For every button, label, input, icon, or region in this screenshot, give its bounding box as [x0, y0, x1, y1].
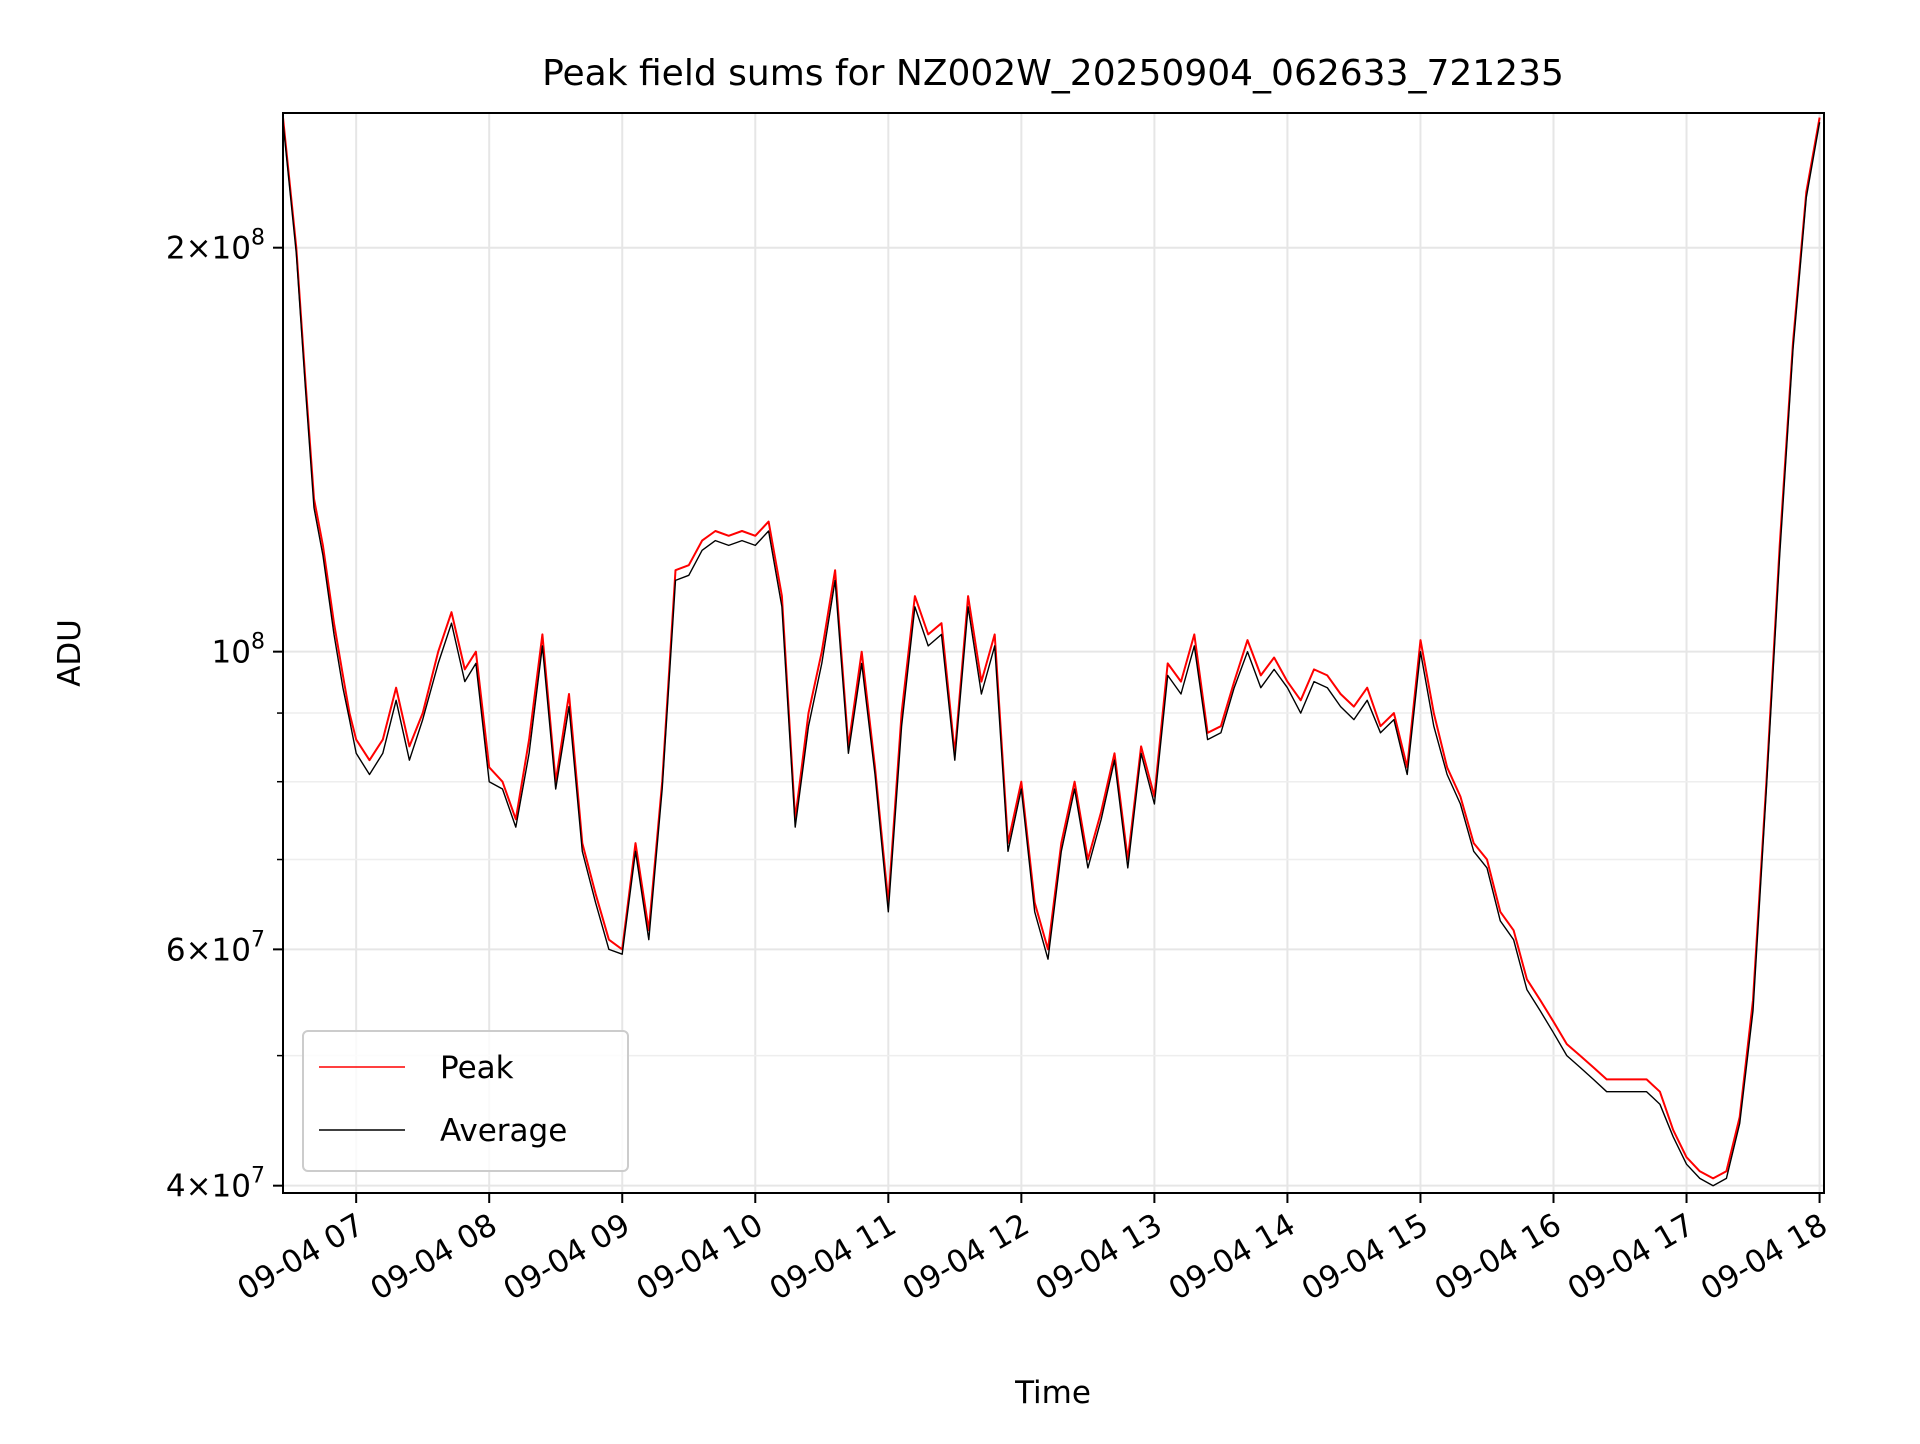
y-tick-exponent: 7	[251, 1164, 265, 1189]
y-tick-label: 4×107	[166, 1164, 265, 1205]
y-tick-exponent: 7	[251, 927, 265, 952]
y-tick-label: 2×108	[166, 226, 265, 267]
y-axis-label: ADU	[52, 619, 88, 687]
y-tick-times: ×10	[186, 1169, 251, 1205]
legend-peak-label: Peak	[440, 1050, 514, 1086]
y-tick-label: 108	[212, 630, 265, 671]
y-tick-exponent: 8	[251, 630, 265, 655]
y-tick-base: 10	[212, 635, 251, 671]
y-tick-times: ×10	[186, 231, 251, 267]
y-tick-label: 6×107	[166, 927, 265, 968]
legend-frame	[302, 1030, 629, 1172]
chart-title: Peak field sums for NZ002W_20250904_0626…	[542, 53, 1564, 94]
y-tick-exponent: 8	[251, 226, 265, 251]
series-line-peak	[283, 117, 1821, 1180]
y-tick-mantissa: 2	[166, 231, 186, 267]
y-tick-times: ×10	[186, 932, 251, 968]
legend: Peak Average	[302, 1030, 629, 1172]
y-tick-mantissa: 4	[166, 1169, 186, 1205]
plot-frame	[282, 112, 1825, 1194]
x-axis-label: Time	[1014, 1375, 1091, 1411]
series-line-average	[283, 122, 1821, 1187]
y-tick-mantissa: 6	[166, 932, 186, 968]
legend-average-label: Average	[440, 1113, 567, 1149]
series-layer	[283, 117, 1821, 1187]
